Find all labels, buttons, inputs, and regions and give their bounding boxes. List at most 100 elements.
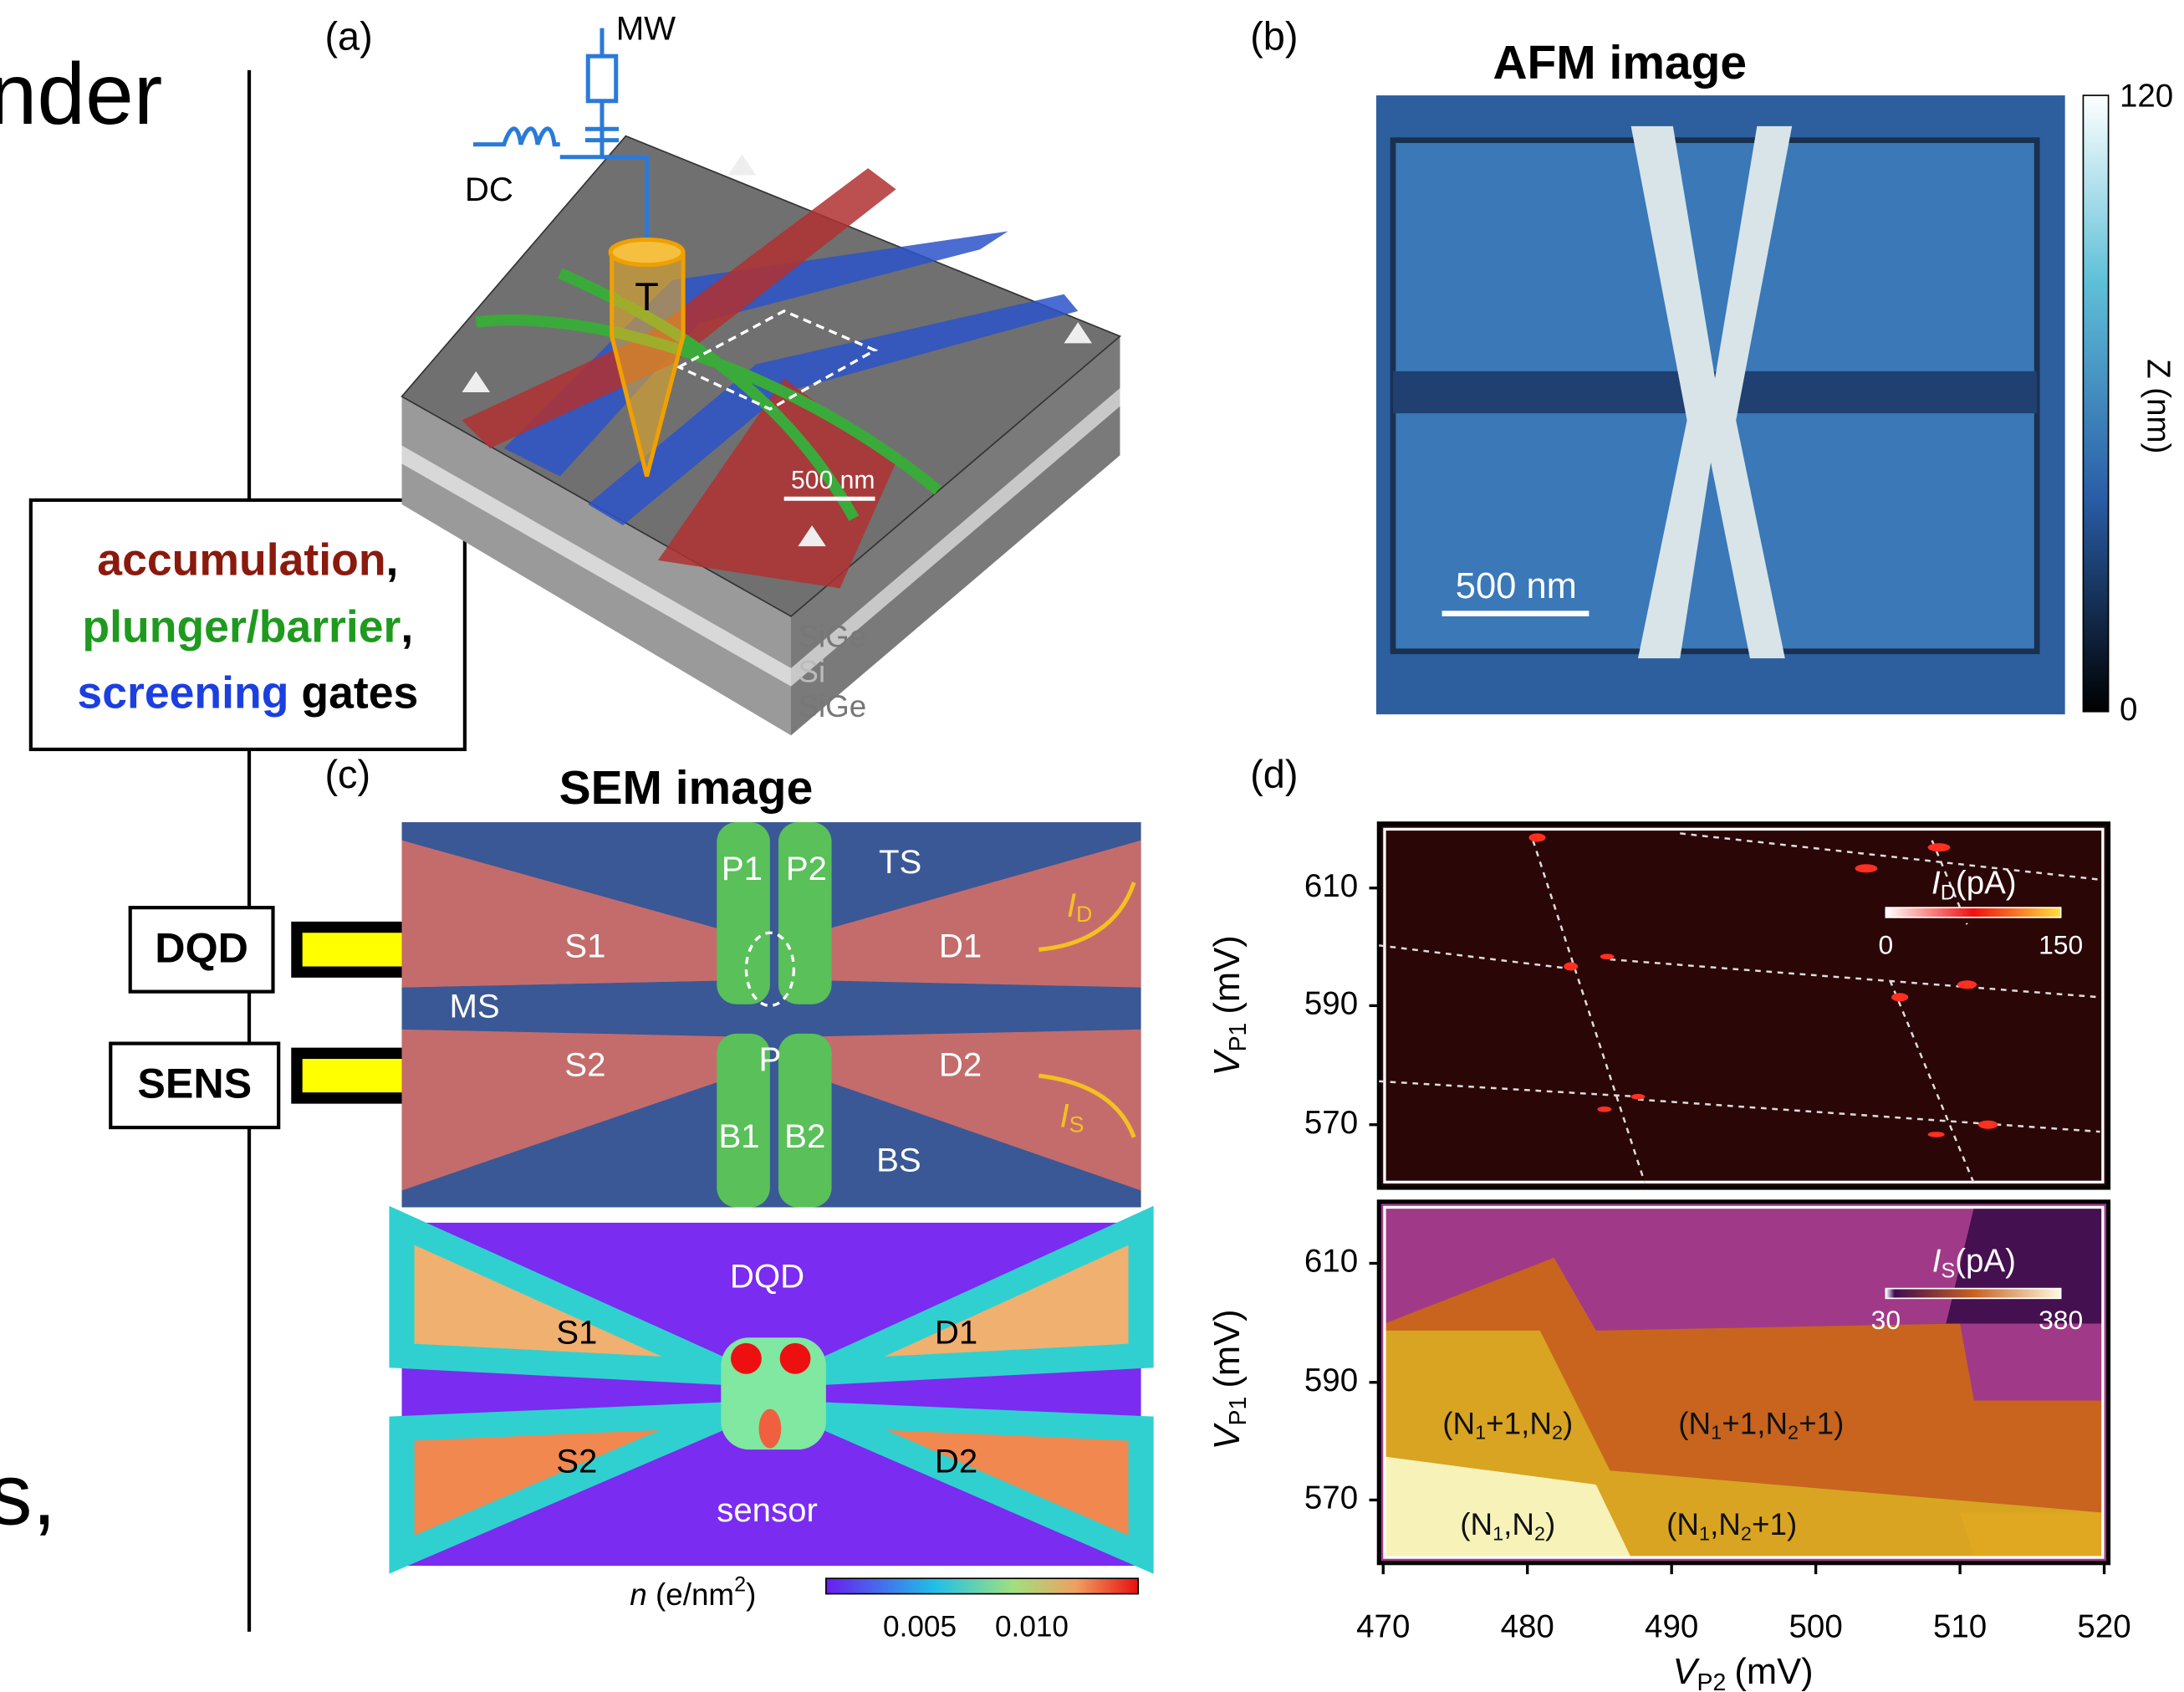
charge-state: (N1,N2+1) bbox=[1666, 1507, 1797, 1544]
colorbar-tick: 380 bbox=[2039, 1305, 2083, 1335]
charge-state: (N1+1,N2+1) bbox=[1678, 1406, 1844, 1443]
mw-label: MW bbox=[616, 10, 676, 48]
legend-entry: accumulation, bbox=[97, 535, 398, 585]
y-tick-label: 590 bbox=[1304, 1362, 1358, 1398]
unit: (e/nm bbox=[656, 1577, 734, 1612]
subscript: 2 bbox=[1552, 1422, 1563, 1444]
fragment-text: nder bbox=[0, 45, 162, 142]
symbol: I bbox=[1067, 887, 1076, 924]
unit: (mV) bbox=[1207, 935, 1248, 1014]
suffix: gates bbox=[301, 668, 418, 718]
peak bbox=[1928, 1132, 1945, 1137]
x-tick-label: 510 bbox=[1933, 1609, 1987, 1645]
sim-dot bbox=[731, 1343, 762, 1374]
sem-label: S1 bbox=[564, 927, 605, 964]
colorbar-label: n (e/nm2) bbox=[630, 1572, 756, 1611]
sim-label: D2 bbox=[935, 1443, 977, 1480]
text: (N bbox=[1678, 1406, 1711, 1440]
arrow-label: SENS bbox=[137, 1061, 252, 1107]
sim-label: D1 bbox=[935, 1313, 977, 1351]
unit: (pA) bbox=[1955, 1244, 2016, 1280]
subscript: 1 bbox=[1493, 1522, 1503, 1544]
unit: (mV) bbox=[1734, 1652, 1813, 1692]
x-axis-label: VP2(mV) bbox=[1672, 1652, 1813, 1692]
unit: (mV) bbox=[1207, 1309, 1248, 1388]
colorbar bbox=[2083, 95, 2108, 712]
sem-label: BS bbox=[876, 1142, 921, 1179]
peak bbox=[1855, 864, 1878, 872]
legend-word: plunger/barrier bbox=[82, 603, 401, 652]
scale-text: 500 nm bbox=[1456, 566, 1577, 606]
separator: , bbox=[401, 603, 413, 652]
text: (N bbox=[1460, 1507, 1493, 1541]
symbol: V bbox=[1207, 1048, 1248, 1076]
fragment-text: s, bbox=[0, 1446, 56, 1543]
text: +1) bbox=[1752, 1507, 1797, 1541]
text: ) bbox=[1563, 1406, 1573, 1440]
sem-label: P1 bbox=[722, 850, 763, 887]
sim-label: sensor bbox=[717, 1491, 818, 1529]
panel-title: SEM image bbox=[559, 761, 814, 815]
subscript: 2 bbox=[1534, 1522, 1545, 1544]
unit: ) bbox=[746, 1577, 756, 1612]
dc-label: DC bbox=[465, 171, 513, 208]
layer-label: Si bbox=[798, 654, 825, 688]
resistor bbox=[588, 56, 615, 101]
sem-label: B1 bbox=[718, 1117, 759, 1155]
sim-label: DQD bbox=[730, 1257, 804, 1295]
colorbar-tick: 0 bbox=[2120, 692, 2137, 728]
sem-label: S2 bbox=[564, 1046, 605, 1084]
sem-label: P2 bbox=[786, 850, 827, 887]
text: ) bbox=[1545, 1507, 1555, 1541]
sem-label: TS bbox=[879, 843, 921, 881]
peak bbox=[1600, 953, 1615, 959]
subscript: S bbox=[1069, 1112, 1084, 1137]
text: (N bbox=[1442, 1406, 1475, 1440]
unit: (pA) bbox=[1956, 866, 2017, 902]
figure: nder s, accumulation,plunger/barrier,scr… bbox=[0, 0, 2184, 1692]
panel-label: (c) bbox=[324, 753, 370, 796]
sem-label: D1 bbox=[939, 927, 982, 964]
sim-label: S2 bbox=[556, 1443, 597, 1480]
legend: accumulation,plunger/barrier,screening g… bbox=[77, 535, 418, 718]
legend-word: screening bbox=[77, 668, 288, 718]
sem-label: D2 bbox=[939, 1046, 982, 1084]
symbol: n bbox=[630, 1577, 646, 1612]
text: +1,N bbox=[1722, 1406, 1788, 1440]
subscript: 2 bbox=[1741, 1522, 1752, 1544]
peak bbox=[1928, 843, 1951, 851]
peak bbox=[1891, 993, 1908, 1001]
text: (N bbox=[1666, 1507, 1699, 1541]
panel-title: AFM image bbox=[1493, 36, 1747, 89]
legend-word: accumulation bbox=[97, 535, 385, 585]
text: ,N bbox=[1710, 1507, 1741, 1541]
superscript: 2 bbox=[734, 1572, 746, 1596]
sem-label: MS bbox=[449, 987, 499, 1025]
y-axis-label: VP1(mV) bbox=[1207, 935, 1252, 1076]
sim-dot bbox=[759, 1409, 782, 1449]
subscript: 1 bbox=[1711, 1422, 1722, 1444]
colorbar-tick: 0 bbox=[1879, 929, 1894, 959]
layer-label: SiGe bbox=[798, 689, 866, 723]
legend-entry: plunger/barrier, bbox=[82, 603, 413, 652]
legend-entry: screening gates bbox=[77, 668, 418, 718]
subscript: P2 bbox=[1697, 1669, 1727, 1692]
y-tick-label: 570 bbox=[1304, 1105, 1358, 1141]
y-axis-label: VP1(mV) bbox=[1207, 1309, 1252, 1449]
symbol: I bbox=[1059, 1096, 1069, 1134]
subscript: D bbox=[1941, 881, 1956, 904]
x-tick-label: 490 bbox=[1645, 1609, 1698, 1645]
y-tick-label: 590 bbox=[1304, 986, 1358, 1022]
subscript: S bbox=[1941, 1259, 1955, 1282]
peak bbox=[1957, 980, 1977, 989]
subscript: P1 bbox=[1224, 1397, 1251, 1426]
peak bbox=[1564, 962, 1578, 970]
symbol: I bbox=[1931, 866, 1941, 902]
subscript: 2 bbox=[1788, 1422, 1799, 1444]
separator: , bbox=[386, 535, 399, 585]
colorbar-tick: 150 bbox=[2039, 929, 2083, 959]
colorbar-tick: 120 bbox=[2120, 79, 2173, 115]
sim-dot bbox=[780, 1343, 811, 1374]
x-tick-label: 500 bbox=[1789, 1609, 1843, 1645]
colorbar bbox=[1885, 1289, 2060, 1299]
